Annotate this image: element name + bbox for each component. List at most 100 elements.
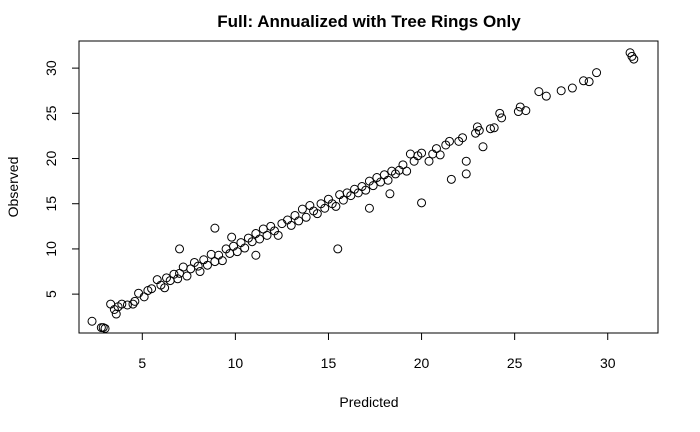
data-point: [147, 284, 157, 294]
x-tick-label: 10: [228, 355, 244, 371]
data-point: [320, 203, 330, 213]
data-point: [541, 91, 551, 101]
data-point: [409, 156, 419, 166]
data-point: [283, 215, 293, 225]
data-point: [236, 238, 246, 248]
data-point: [435, 150, 445, 160]
y-tick-label: 20: [43, 151, 59, 167]
y-tick-label: 25: [43, 105, 59, 121]
data-point: [515, 102, 525, 112]
data-points: [87, 48, 639, 333]
data-point: [338, 195, 348, 205]
data-point: [98, 323, 108, 333]
data-point: [335, 190, 345, 200]
data-point: [178, 262, 188, 272]
data-point: [474, 125, 484, 135]
data-point: [444, 136, 454, 146]
x-tick-label: 20: [414, 355, 430, 371]
chart-title: Full: Annualized with Tree Rings Only: [217, 12, 521, 31]
data-point: [497, 113, 507, 123]
data-point: [173, 274, 183, 284]
data-point: [175, 244, 185, 254]
data-point: [193, 261, 203, 271]
y-axis-label: Observed: [5, 157, 21, 218]
x-axis-label: Predicted: [339, 394, 398, 410]
data-point: [240, 243, 250, 253]
data-point: [485, 124, 495, 134]
x-tick-label: 25: [507, 355, 523, 371]
data-point: [217, 256, 227, 266]
data-point: [312, 209, 322, 219]
data-point: [305, 201, 315, 211]
data-point: [195, 267, 205, 277]
data-point: [534, 87, 544, 97]
data-point: [199, 255, 209, 265]
data-point: [232, 247, 242, 257]
data-point: [122, 300, 132, 310]
data-point: [262, 230, 272, 240]
data-point: [489, 123, 499, 133]
data-point: [417, 198, 427, 208]
data-point: [417, 148, 427, 158]
data-point: [301, 212, 311, 222]
data-point: [579, 76, 589, 86]
x-tick-label: 30: [600, 355, 616, 371]
x-tick-label: 15: [321, 355, 337, 371]
data-point: [210, 223, 220, 233]
data-point: [424, 156, 434, 166]
data-point: [206, 249, 216, 259]
data-point: [333, 244, 343, 254]
y-tick-label: 10: [43, 241, 59, 257]
data-point: [478, 142, 488, 152]
data-point: [130, 296, 140, 306]
data-point: [361, 185, 371, 195]
data-point: [461, 156, 471, 166]
data-point: [214, 250, 224, 260]
data-point: [294, 216, 304, 226]
data-point: [152, 275, 162, 285]
data-point: [277, 219, 287, 229]
data-point: [405, 149, 415, 159]
x-tick-label: 5: [138, 355, 146, 371]
data-point: [495, 108, 505, 118]
data-point: [379, 170, 389, 180]
data-point: [297, 204, 307, 214]
data-point: [556, 86, 566, 96]
data-point: [368, 181, 378, 191]
data-point: [592, 68, 602, 78]
data-point: [290, 210, 300, 220]
y-axis: 5 10 15 20 25 30: [43, 60, 80, 298]
data-point: [202, 260, 212, 270]
x-axis: 5 10 15 20 25 30: [138, 332, 616, 371]
data-point: [584, 77, 594, 87]
data-point: [521, 106, 531, 116]
data-point: [286, 220, 296, 230]
data-point: [383, 175, 393, 185]
data-point: [273, 230, 283, 240]
data-point: [111, 309, 121, 319]
data-point: [402, 166, 412, 176]
y-tick-label: 30: [43, 60, 59, 76]
data-point: [160, 283, 170, 293]
data-point: [87, 316, 97, 326]
data-point: [134, 288, 144, 298]
data-point: [251, 229, 261, 239]
data-point: [182, 271, 192, 281]
data-point: [627, 51, 637, 61]
data-point: [428, 149, 438, 159]
data-point: [385, 189, 395, 199]
data-point: [567, 83, 577, 93]
data-point: [229, 241, 239, 251]
data-point: [446, 174, 456, 184]
data-point: [227, 232, 237, 242]
y-tick-label: 5: [43, 290, 59, 298]
data-point: [513, 107, 523, 117]
data-point: [100, 323, 110, 333]
data-point: [106, 299, 116, 309]
data-point: [364, 203, 374, 213]
data-point: [458, 133, 468, 143]
data-point: [255, 234, 265, 244]
data-point: [117, 299, 127, 309]
data-point: [251, 250, 261, 260]
